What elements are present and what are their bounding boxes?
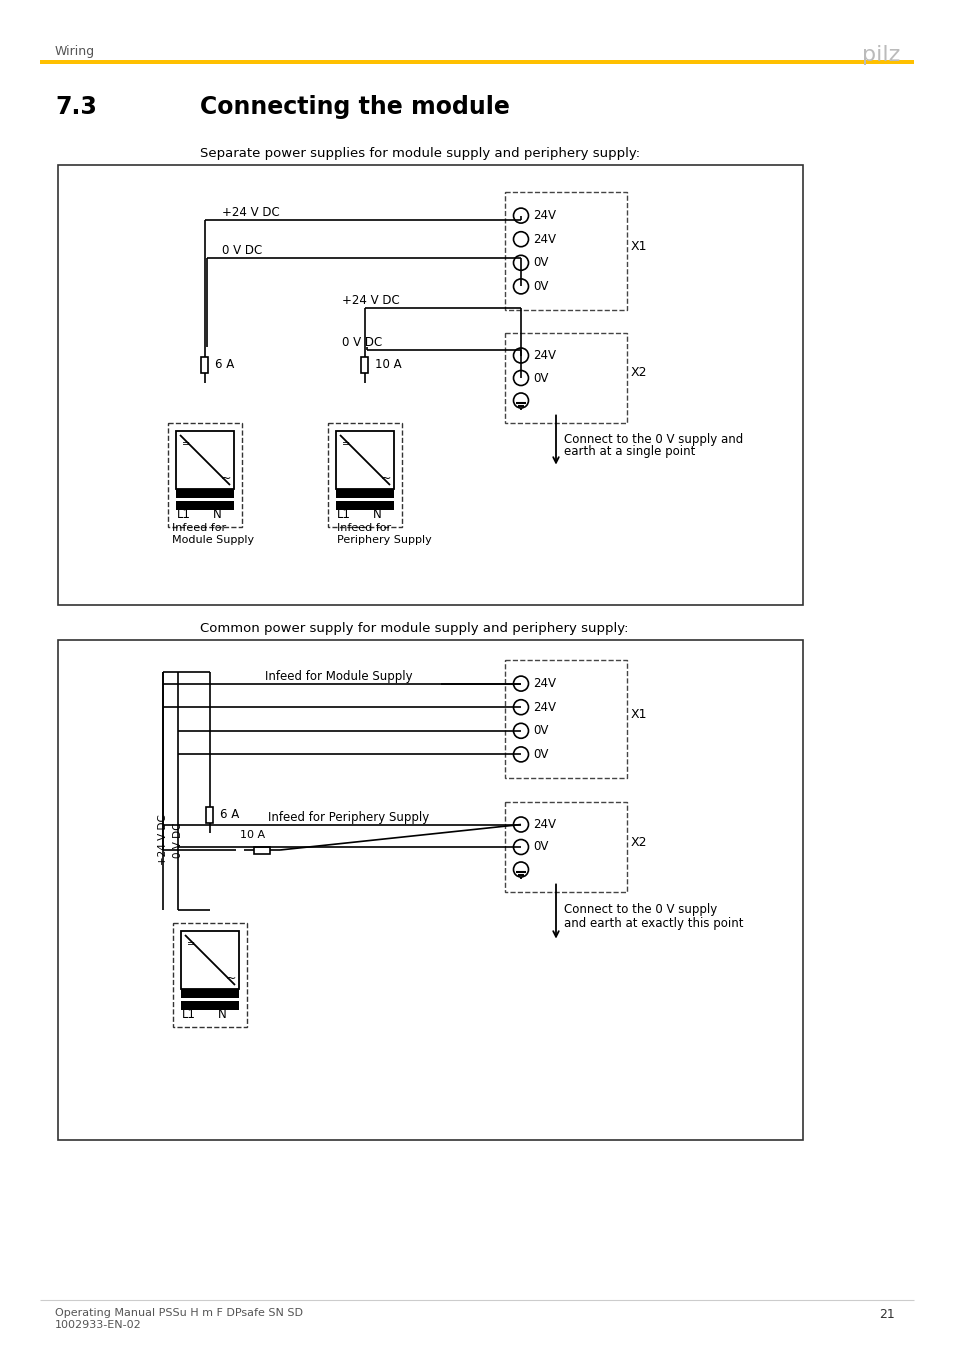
Text: ~: ~ xyxy=(226,972,236,986)
Text: 24V: 24V xyxy=(533,232,556,246)
Bar xyxy=(201,356,209,373)
Circle shape xyxy=(513,817,528,832)
Circle shape xyxy=(513,863,528,878)
Circle shape xyxy=(513,393,528,408)
Bar xyxy=(175,489,233,498)
Text: 1002933-EN-02: 1002933-EN-02 xyxy=(55,1320,142,1330)
Text: Infeed for: Infeed for xyxy=(172,522,226,533)
Bar xyxy=(172,923,247,1027)
Text: Wiring: Wiring xyxy=(55,45,95,58)
Text: +24 V DC: +24 V DC xyxy=(341,294,399,306)
Text: 0 V DC: 0 V DC xyxy=(222,244,262,256)
Text: 7.3: 7.3 xyxy=(55,95,97,119)
Circle shape xyxy=(513,208,528,223)
Text: ~: ~ xyxy=(380,472,391,485)
Bar xyxy=(58,640,802,1139)
Text: +24 V DC: +24 V DC xyxy=(222,207,279,219)
Bar xyxy=(504,192,626,310)
Bar xyxy=(168,423,242,526)
Text: =: = xyxy=(187,940,195,949)
Circle shape xyxy=(513,232,528,247)
Text: N: N xyxy=(213,508,221,521)
Text: 24V: 24V xyxy=(533,678,556,690)
Bar xyxy=(58,165,802,605)
Bar xyxy=(504,333,626,423)
Text: X2: X2 xyxy=(630,836,647,849)
Bar xyxy=(335,489,394,498)
Text: 0V: 0V xyxy=(533,371,548,385)
Circle shape xyxy=(513,279,528,294)
Text: Connecting the module: Connecting the module xyxy=(200,95,509,119)
Circle shape xyxy=(513,840,528,855)
Bar xyxy=(328,423,401,526)
Text: 24V: 24V xyxy=(533,350,556,362)
Text: 24V: 24V xyxy=(533,209,556,223)
Text: 0 V DC: 0 V DC xyxy=(341,336,382,350)
Bar xyxy=(361,356,368,373)
Text: X1: X1 xyxy=(630,707,647,721)
Text: Common power supply for module supply and periphery supply:: Common power supply for module supply an… xyxy=(200,622,628,634)
Text: N: N xyxy=(218,1008,227,1021)
Text: 0 V DC: 0 V DC xyxy=(172,822,183,857)
Text: X2: X2 xyxy=(630,366,647,379)
Circle shape xyxy=(513,348,528,363)
Bar xyxy=(335,501,394,510)
Bar xyxy=(335,431,394,489)
Text: Infeed for Module Supply: Infeed for Module Supply xyxy=(265,670,413,683)
Text: 24V: 24V xyxy=(533,818,556,832)
Text: Module Supply: Module Supply xyxy=(172,535,253,545)
Text: 0V: 0V xyxy=(533,725,548,737)
Circle shape xyxy=(513,676,528,691)
Circle shape xyxy=(513,699,528,714)
Text: 6 A: 6 A xyxy=(214,359,234,371)
Bar xyxy=(504,660,626,778)
Text: Infeed for Periphery Supply: Infeed for Periphery Supply xyxy=(268,810,429,824)
Text: 24V: 24V xyxy=(533,701,556,714)
Text: and earth at exactly this point: and earth at exactly this point xyxy=(563,917,742,930)
Text: 0V: 0V xyxy=(533,256,548,269)
Bar xyxy=(181,990,239,998)
Text: Infeed for: Infeed for xyxy=(336,522,391,533)
Text: Connect to the 0 V supply and: Connect to the 0 V supply and xyxy=(563,432,742,446)
Text: Operating Manual PSSu H m F DPsafe SN SD: Operating Manual PSSu H m F DPsafe SN SD xyxy=(55,1308,303,1318)
Text: +24 V DC: +24 V DC xyxy=(158,814,168,865)
Bar xyxy=(253,846,270,853)
Text: pilz: pilz xyxy=(861,45,899,65)
Text: Separate power supplies for module supply and periphery supply:: Separate power supplies for module suppl… xyxy=(200,147,639,161)
Bar xyxy=(175,431,233,489)
Text: ~: ~ xyxy=(220,472,231,485)
Text: L1: L1 xyxy=(182,1008,195,1021)
Text: 10 A: 10 A xyxy=(375,359,401,371)
Text: 0V: 0V xyxy=(533,279,548,293)
Bar xyxy=(40,59,913,63)
Text: 6 A: 6 A xyxy=(220,809,239,822)
Circle shape xyxy=(513,255,528,270)
Text: 0V: 0V xyxy=(533,748,548,761)
Circle shape xyxy=(513,747,528,761)
Text: Connect to the 0 V supply: Connect to the 0 V supply xyxy=(563,903,717,917)
Text: Periphery Supply: Periphery Supply xyxy=(336,535,432,545)
Circle shape xyxy=(513,370,528,386)
Text: L1: L1 xyxy=(177,508,191,521)
Bar xyxy=(181,931,239,990)
Circle shape xyxy=(513,724,528,738)
Bar xyxy=(206,807,213,824)
Text: =: = xyxy=(341,439,350,450)
Text: 10 A: 10 A xyxy=(240,830,265,840)
Text: 0V: 0V xyxy=(533,841,548,853)
Text: X1: X1 xyxy=(630,239,647,252)
Text: N: N xyxy=(373,508,381,521)
Bar xyxy=(181,1000,239,1010)
Text: L1: L1 xyxy=(336,508,351,521)
Bar xyxy=(175,501,233,510)
Text: =: = xyxy=(182,439,190,450)
Bar xyxy=(504,802,626,892)
Text: 21: 21 xyxy=(879,1308,894,1322)
Text: earth at a single point: earth at a single point xyxy=(563,446,695,459)
